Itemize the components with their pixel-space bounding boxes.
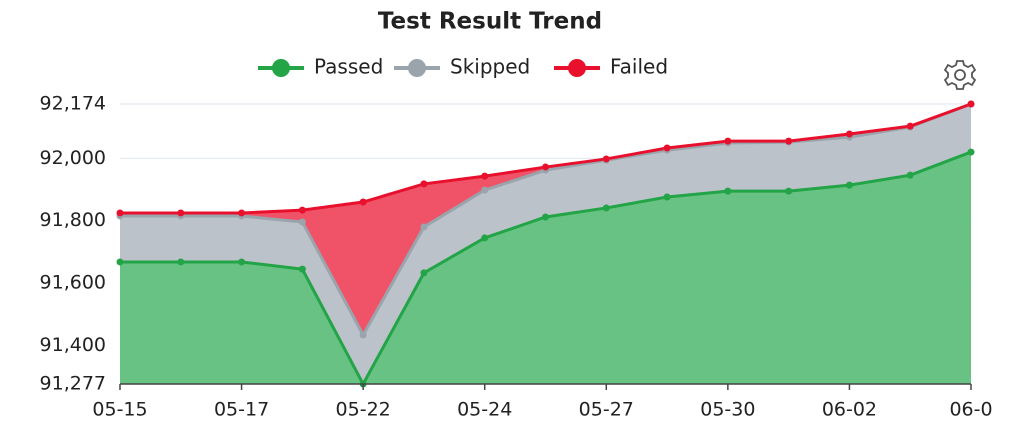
point [724, 187, 732, 195]
area [120, 152, 971, 384]
point [845, 181, 853, 189]
y-tick-label: 91,277 [40, 373, 106, 395]
point [177, 209, 185, 217]
point [481, 234, 489, 242]
point [785, 187, 793, 195]
x-tick-label: 06-02 [822, 399, 877, 421]
point [542, 163, 549, 171]
point [116, 258, 124, 266]
chart-title: Test Result Trend [378, 9, 602, 35]
x-tick-label: 05-30 [700, 399, 755, 421]
point [420, 223, 428, 231]
point [967, 100, 975, 108]
point [420, 269, 428, 277]
point [298, 265, 306, 273]
legend-label: Failed [610, 55, 668, 79]
x-tick-label: 05-22 [336, 399, 391, 421]
settings-icon[interactable] [943, 60, 977, 90]
point [663, 193, 671, 201]
legend-label: Skipped [450, 55, 530, 79]
point [845, 130, 853, 138]
gear-hub [954, 69, 966, 81]
point [298, 218, 306, 226]
point [359, 331, 367, 339]
y-tick-label: 91,800 [40, 209, 106, 231]
point [359, 198, 367, 206]
point [542, 213, 549, 221]
point [238, 209, 246, 217]
x-tick-label: 06-0 [949, 399, 992, 421]
legend-item: Passed [258, 55, 383, 79]
point [116, 209, 124, 217]
point [177, 258, 185, 266]
point [602, 155, 610, 163]
point [298, 206, 306, 214]
area [120, 104, 971, 384]
x-tick-label: 05-27 [579, 399, 634, 421]
y-tick-label: 91,400 [40, 334, 106, 356]
point [724, 137, 732, 145]
legend-marker [272, 59, 290, 77]
legend-marker [408, 59, 426, 77]
x-tick-label: 05-24 [457, 399, 512, 421]
point [420, 180, 428, 188]
legend-item: Failed [554, 55, 668, 79]
x-tick-label: 05-15 [92, 399, 147, 421]
y-tick-label: 92,000 [40, 147, 106, 169]
point [481, 186, 489, 194]
legend-label: Passed [314, 55, 383, 79]
legend-marker [568, 59, 586, 77]
point [906, 171, 914, 179]
x-tick-label: 05-17 [214, 399, 269, 421]
point [785, 137, 793, 145]
legend: Passed Skipped Failed [258, 55, 668, 79]
point [906, 122, 914, 130]
gear [943, 60, 977, 90]
y-tick-label: 91,600 [40, 272, 106, 294]
legend-item: Skipped [394, 55, 530, 79]
point [602, 204, 610, 212]
point [967, 148, 975, 156]
point [481, 172, 489, 180]
point [238, 258, 246, 266]
point [663, 144, 671, 152]
y-tick-label: 92,174 [40, 93, 106, 115]
